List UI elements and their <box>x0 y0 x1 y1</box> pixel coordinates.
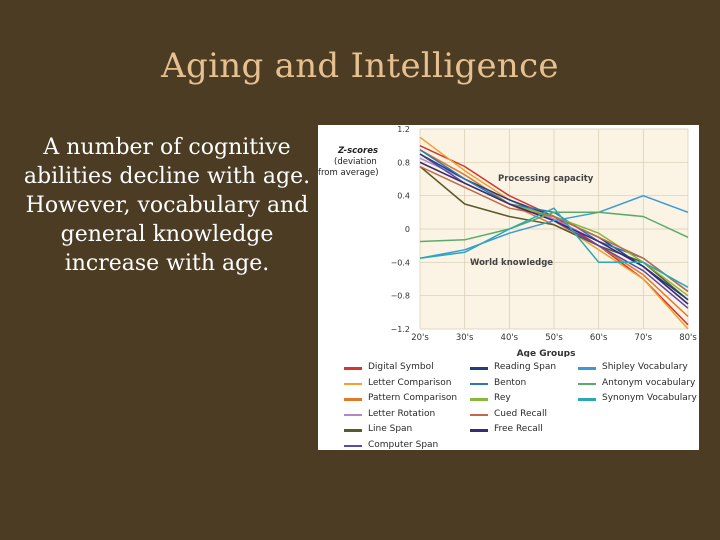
legend-swatch <box>344 444 362 447</box>
legend-swatch <box>344 413 362 416</box>
y-axis-label-line: (deviation <box>334 157 377 167</box>
legend-swatch <box>578 367 596 370</box>
x-tick-label: 70's <box>635 333 653 343</box>
legend-swatch <box>344 398 362 401</box>
legend-label: Synonym Vocabulary <box>602 393 697 403</box>
legend-swatch <box>344 429 362 432</box>
chart-legend: Digital Symbol Letter Comparison Pattern C… <box>318 357 699 450</box>
legend-label: Digital Symbol <box>368 362 434 372</box>
y-tick-label: −0.4 <box>391 258 410 267</box>
slide-body-text: A number of cognitive abilities decline … <box>23 135 311 276</box>
x-tick-label: 80's <box>679 333 697 343</box>
legend-label: Benton <box>494 377 527 388</box>
x-tick-label: 40's <box>501 333 519 343</box>
series-line-shipley-vocabulary <box>419 194 689 259</box>
legend-swatch <box>470 367 488 370</box>
legend-swatch <box>470 382 488 385</box>
legend-label: Antonym vocabulary <box>602 377 696 388</box>
x-tick-label: 60's <box>590 333 608 343</box>
chart-figure: 1.2 0.8 0.4 0 −0.4 −0.8 −1.2 20's 30's 40's 50's 60… <box>318 125 699 450</box>
legend-swatch <box>578 398 596 401</box>
line-chart: 1.2 0.8 0.4 0 −0.4 −0.8 −1.220's 30's 40's 50's 60… <box>318 125 697 357</box>
y-tick-label: 0.4 <box>397 192 410 201</box>
legend-label: Cued Recall <box>494 408 547 419</box>
legend-swatch <box>578 382 596 385</box>
legend-label: Shipley Vocabulary <box>602 362 688 372</box>
legend-swatch <box>470 413 488 416</box>
legend-label: Computer Span <box>368 439 439 450</box>
legend-label: Free Recall <box>494 424 543 434</box>
annotation-world-knowledge: World knowledge <box>470 258 553 268</box>
y-tick-label: 1.2 <box>397 125 410 134</box>
legend-swatch <box>470 429 488 432</box>
series-line-cued-recall <box>419 165 689 293</box>
x-axis-label: Age Groups <box>517 349 576 357</box>
series-line-synonym-vocabulary <box>419 207 689 288</box>
legend-label: Letter Comparison <box>368 377 452 388</box>
legend-swatch <box>344 382 362 385</box>
x-tick-label: 50's <box>545 333 563 343</box>
y-tick-label: −1.2 <box>391 325 410 334</box>
series-line-antonym-vocabulary <box>419 211 689 243</box>
legend-label: Pattern Comparison <box>368 393 458 403</box>
legend-label: Rey <box>494 393 511 403</box>
legend-swatch <box>470 398 488 401</box>
y-tick-label: 0 <box>405 225 410 234</box>
y-axis-label-line: from average) <box>318 168 379 178</box>
legend-swatch <box>344 367 362 370</box>
annotation-processing-capacity: Processing capacity <box>498 174 594 184</box>
slide-title: Aging and Intelligence <box>161 46 559 86</box>
y-tick-label: −0.8 <box>391 292 410 301</box>
legend-label: Reading Span <box>494 362 557 372</box>
y-axis-label: Z-scores <box>337 146 378 156</box>
y-tick-label: 0.8 <box>397 158 410 167</box>
legend-label: Letter Rotation <box>368 408 436 419</box>
x-tick-label: 30's <box>456 333 474 343</box>
x-tick-label: 20's <box>411 333 429 343</box>
legend-label: Line Span <box>368 424 413 434</box>
